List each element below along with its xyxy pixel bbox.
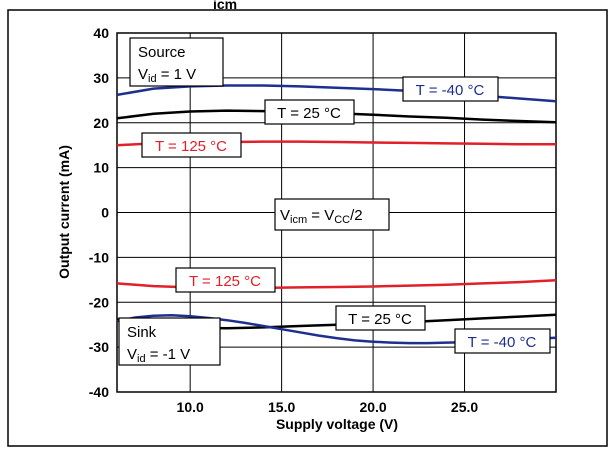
svg-text:T = 25 °C: T = 25 °C	[348, 311, 412, 328]
y-tick-label: 10	[93, 160, 109, 176]
label-25-source: T = 25 °C	[264, 99, 355, 125]
sink-condition-box: Sink Vid = -1 V	[118, 317, 221, 366]
source-condition-box: Source Vid = 1 V	[129, 37, 224, 87]
y-tick-label: 40	[93, 25, 109, 41]
vicm-condition: Vicm = VCC/2	[280, 207, 363, 226]
x-axis-label: Supply voltage (V)	[276, 416, 398, 432]
sink-title: Sink	[127, 324, 157, 341]
label-minus40-source: T = -40 °C	[402, 76, 499, 102]
svg-text:T = 125 °C: T = 125 °C	[155, 138, 227, 155]
svg-text:T = 125 °C: T = 125 °C	[189, 273, 261, 290]
y-tick-label: 0	[101, 205, 109, 221]
y-axis-label: Output current (mA)	[56, 145, 72, 279]
label-125-sink: T = 125 °C	[175, 267, 276, 293]
x-tick-label: 25.0	[451, 399, 478, 415]
sink-condition: Vid = -1 V	[127, 346, 190, 365]
y-tick-label: -20	[89, 294, 109, 310]
label-125-source: T = 125 °C	[141, 132, 242, 158]
source-title: Source	[138, 44, 186, 61]
x-tick-label: 10.0	[177, 399, 204, 415]
svg-text:T = 25 °C: T = 25 °C	[277, 105, 341, 122]
label-25-sink: T = 25 °C	[335, 305, 426, 331]
y-tick-label: 30	[93, 70, 109, 86]
x-tick-label: 20.0	[359, 399, 386, 415]
label-minus40-sink: T = -40 °C	[454, 328, 551, 354]
tick-labels: -40 -30 -20 -10 0 10 20 30 40 10.0 15.0 20.0 25.0	[89, 25, 479, 415]
source-condition: Vid = 1 V	[138, 66, 196, 85]
y-tick-label: -30	[89, 339, 109, 355]
svg-text:T = -40 °C: T = -40 °C	[468, 334, 537, 351]
figure-frame	[7, 9, 608, 447]
y-tick-label: 20	[93, 115, 109, 131]
svg-text:T = -40 °C: T = -40 °C	[416, 82, 485, 99]
vicm-condition-box: Vicm = VCC/2	[274, 198, 390, 231]
y-tick-label: -40	[89, 384, 109, 400]
y-tick-label: -10	[89, 249, 109, 265]
cropped-top-label: icm	[213, 0, 238, 12]
plot-area	[116, 32, 557, 393]
x-tick-label: 15.0	[268, 399, 295, 415]
